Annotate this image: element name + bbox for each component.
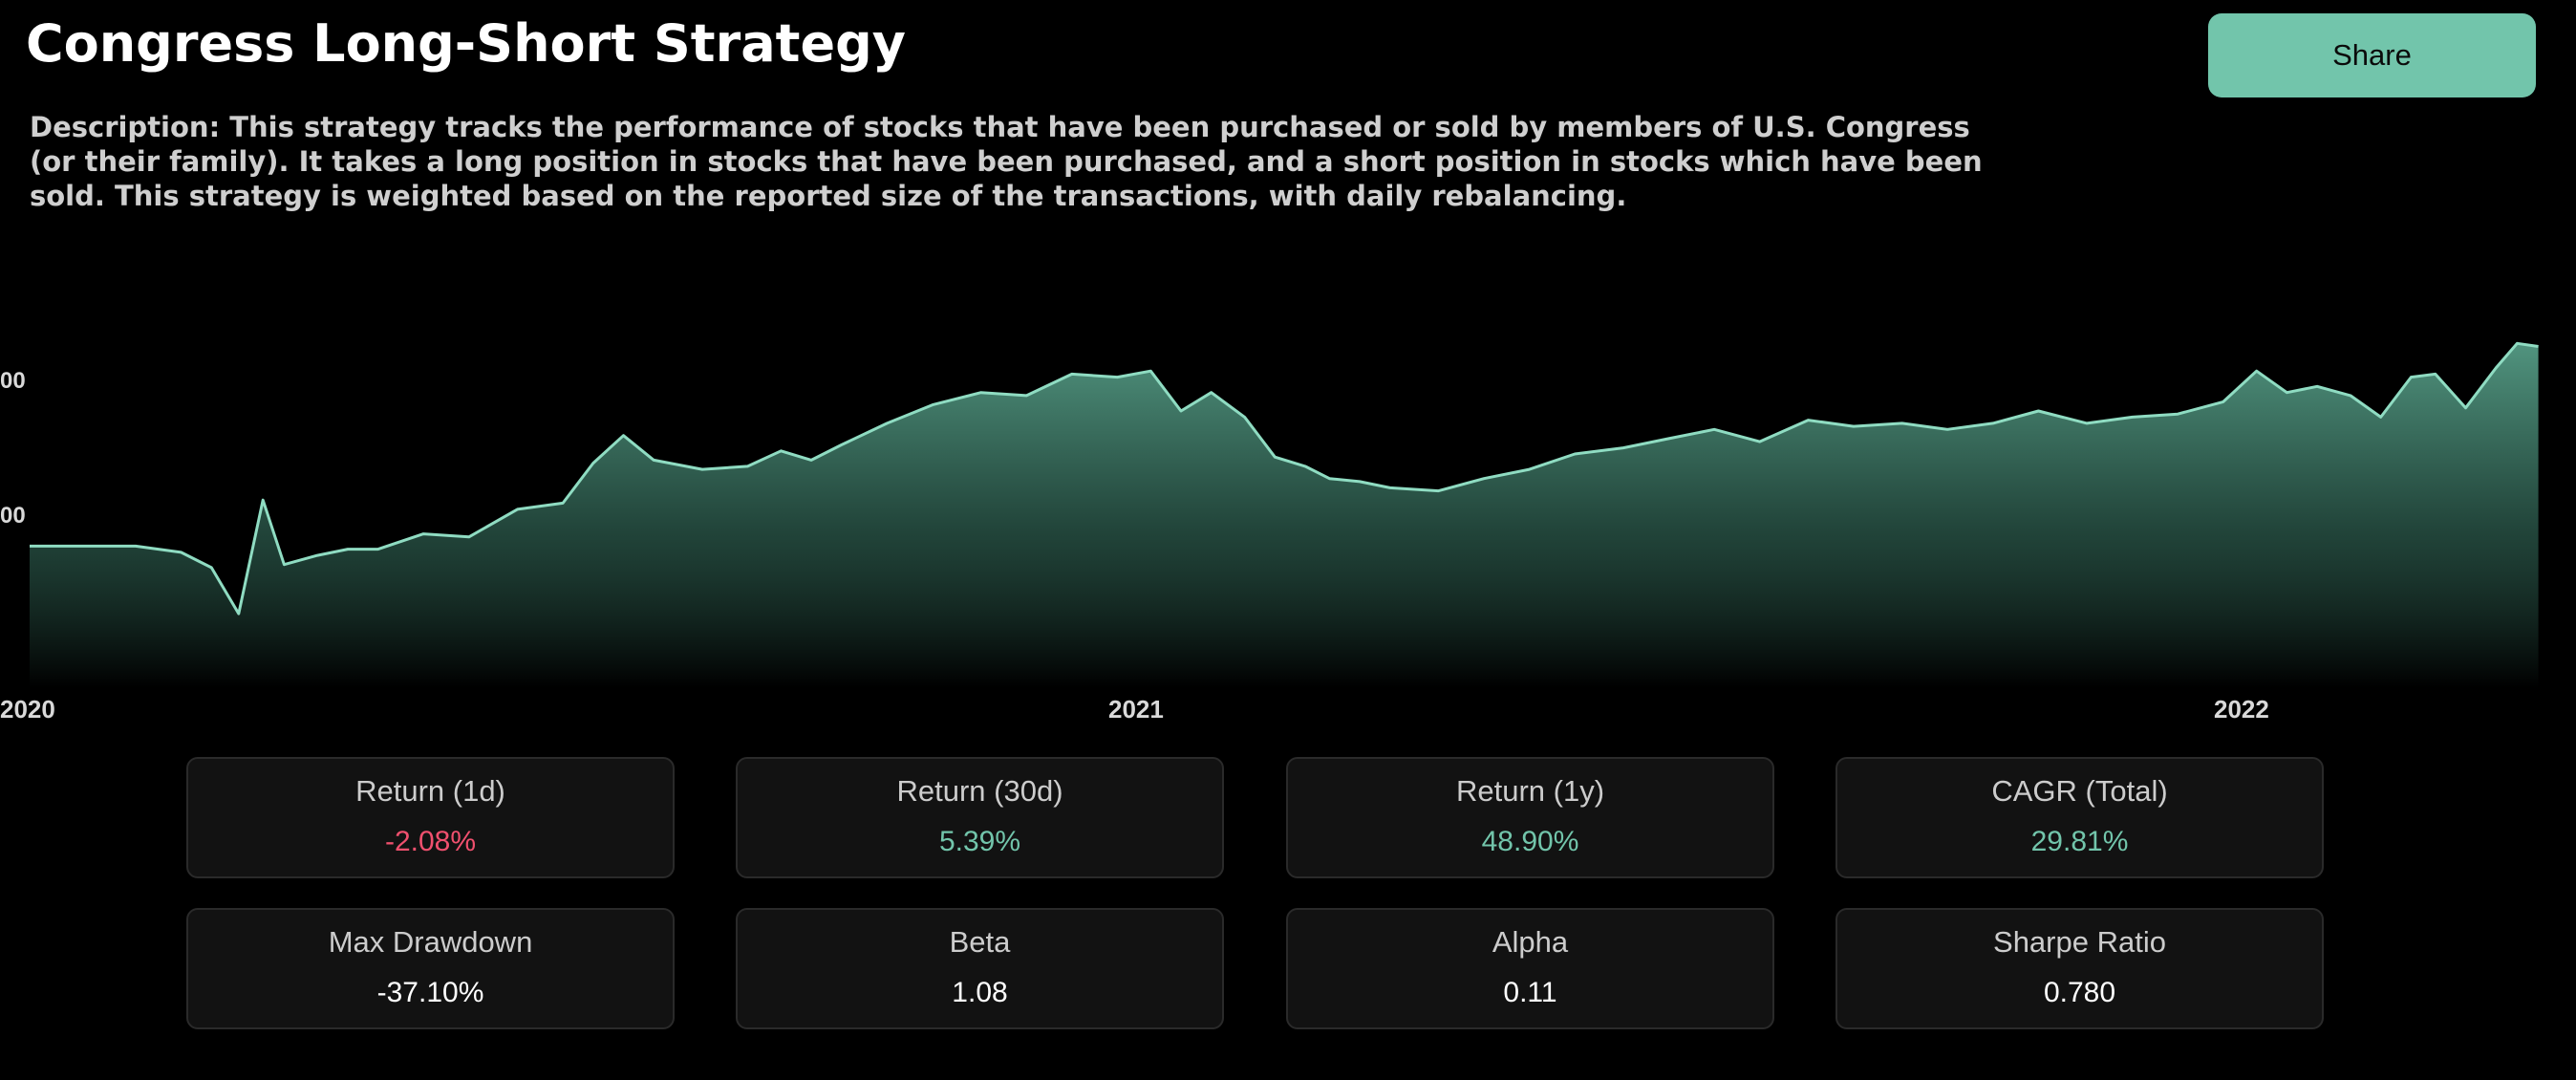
- stat-label: Alpha: [1492, 925, 1569, 959]
- stat-value: 48.90%: [1481, 826, 1579, 857]
- stat-label: Return (1y): [1455, 774, 1605, 808]
- stat-value: 29.81%: [2030, 826, 2129, 857]
- x-tick-label: 2020: [0, 695, 55, 724]
- stat-label: Sharpe Ratio: [1993, 925, 2166, 959]
- stat-card-alpha: Alpha 0.11: [1286, 908, 1774, 1029]
- x-tick-label: 2022: [2214, 695, 2269, 724]
- page-title: Congress Long-Short Strategy: [26, 13, 906, 74]
- stat-value: -2.08%: [384, 826, 477, 857]
- stat-card-cagr-total: CAGR (Total) 29.81%: [1835, 757, 2324, 878]
- strategy-description: Description: This strategy tracks the pe…: [30, 111, 1983, 212]
- stat-value: 5.39%: [938, 826, 1021, 857]
- stat-value: 1.08: [952, 977, 1008, 1008]
- share-button[interactable]: Share: [2208, 13, 2536, 97]
- stat-card-sharpe-ratio: Sharpe Ratio 0.780: [1835, 908, 2324, 1029]
- stat-value: 0.780: [2043, 977, 2116, 1008]
- stat-label: Return (1d): [355, 774, 505, 808]
- stat-label: Beta: [949, 925, 1011, 959]
- stat-card-return-30d: Return (30d) 5.39%: [736, 757, 1224, 878]
- stat-card-return-1y: Return (1y) 48.90%: [1286, 757, 1774, 878]
- stat-label: CAGR (Total): [1991, 774, 2168, 808]
- y-tick-label: 00: [0, 368, 26, 394]
- performance-chart[interactable]: 00 00 2020 2021 2022: [0, 0, 2576, 745]
- stat-value: -37.10%: [376, 977, 484, 1008]
- y-tick-label: 00: [0, 503, 26, 529]
- stat-value: 0.11: [1503, 977, 1557, 1008]
- stat-card-max-drawdown: Max Drawdown -37.10%: [186, 908, 675, 1029]
- x-tick-label: 2021: [1108, 695, 1164, 724]
- stat-label: Return (30d): [896, 774, 1063, 808]
- stat-card-return-1d: Return (1d) -2.08%: [186, 757, 675, 878]
- stat-card-beta: Beta 1.08: [736, 908, 1224, 1029]
- stat-label: Max Drawdown: [328, 925, 533, 959]
- chart-area-fill: [30, 343, 2539, 688]
- chart-line-series: [30, 341, 2539, 616]
